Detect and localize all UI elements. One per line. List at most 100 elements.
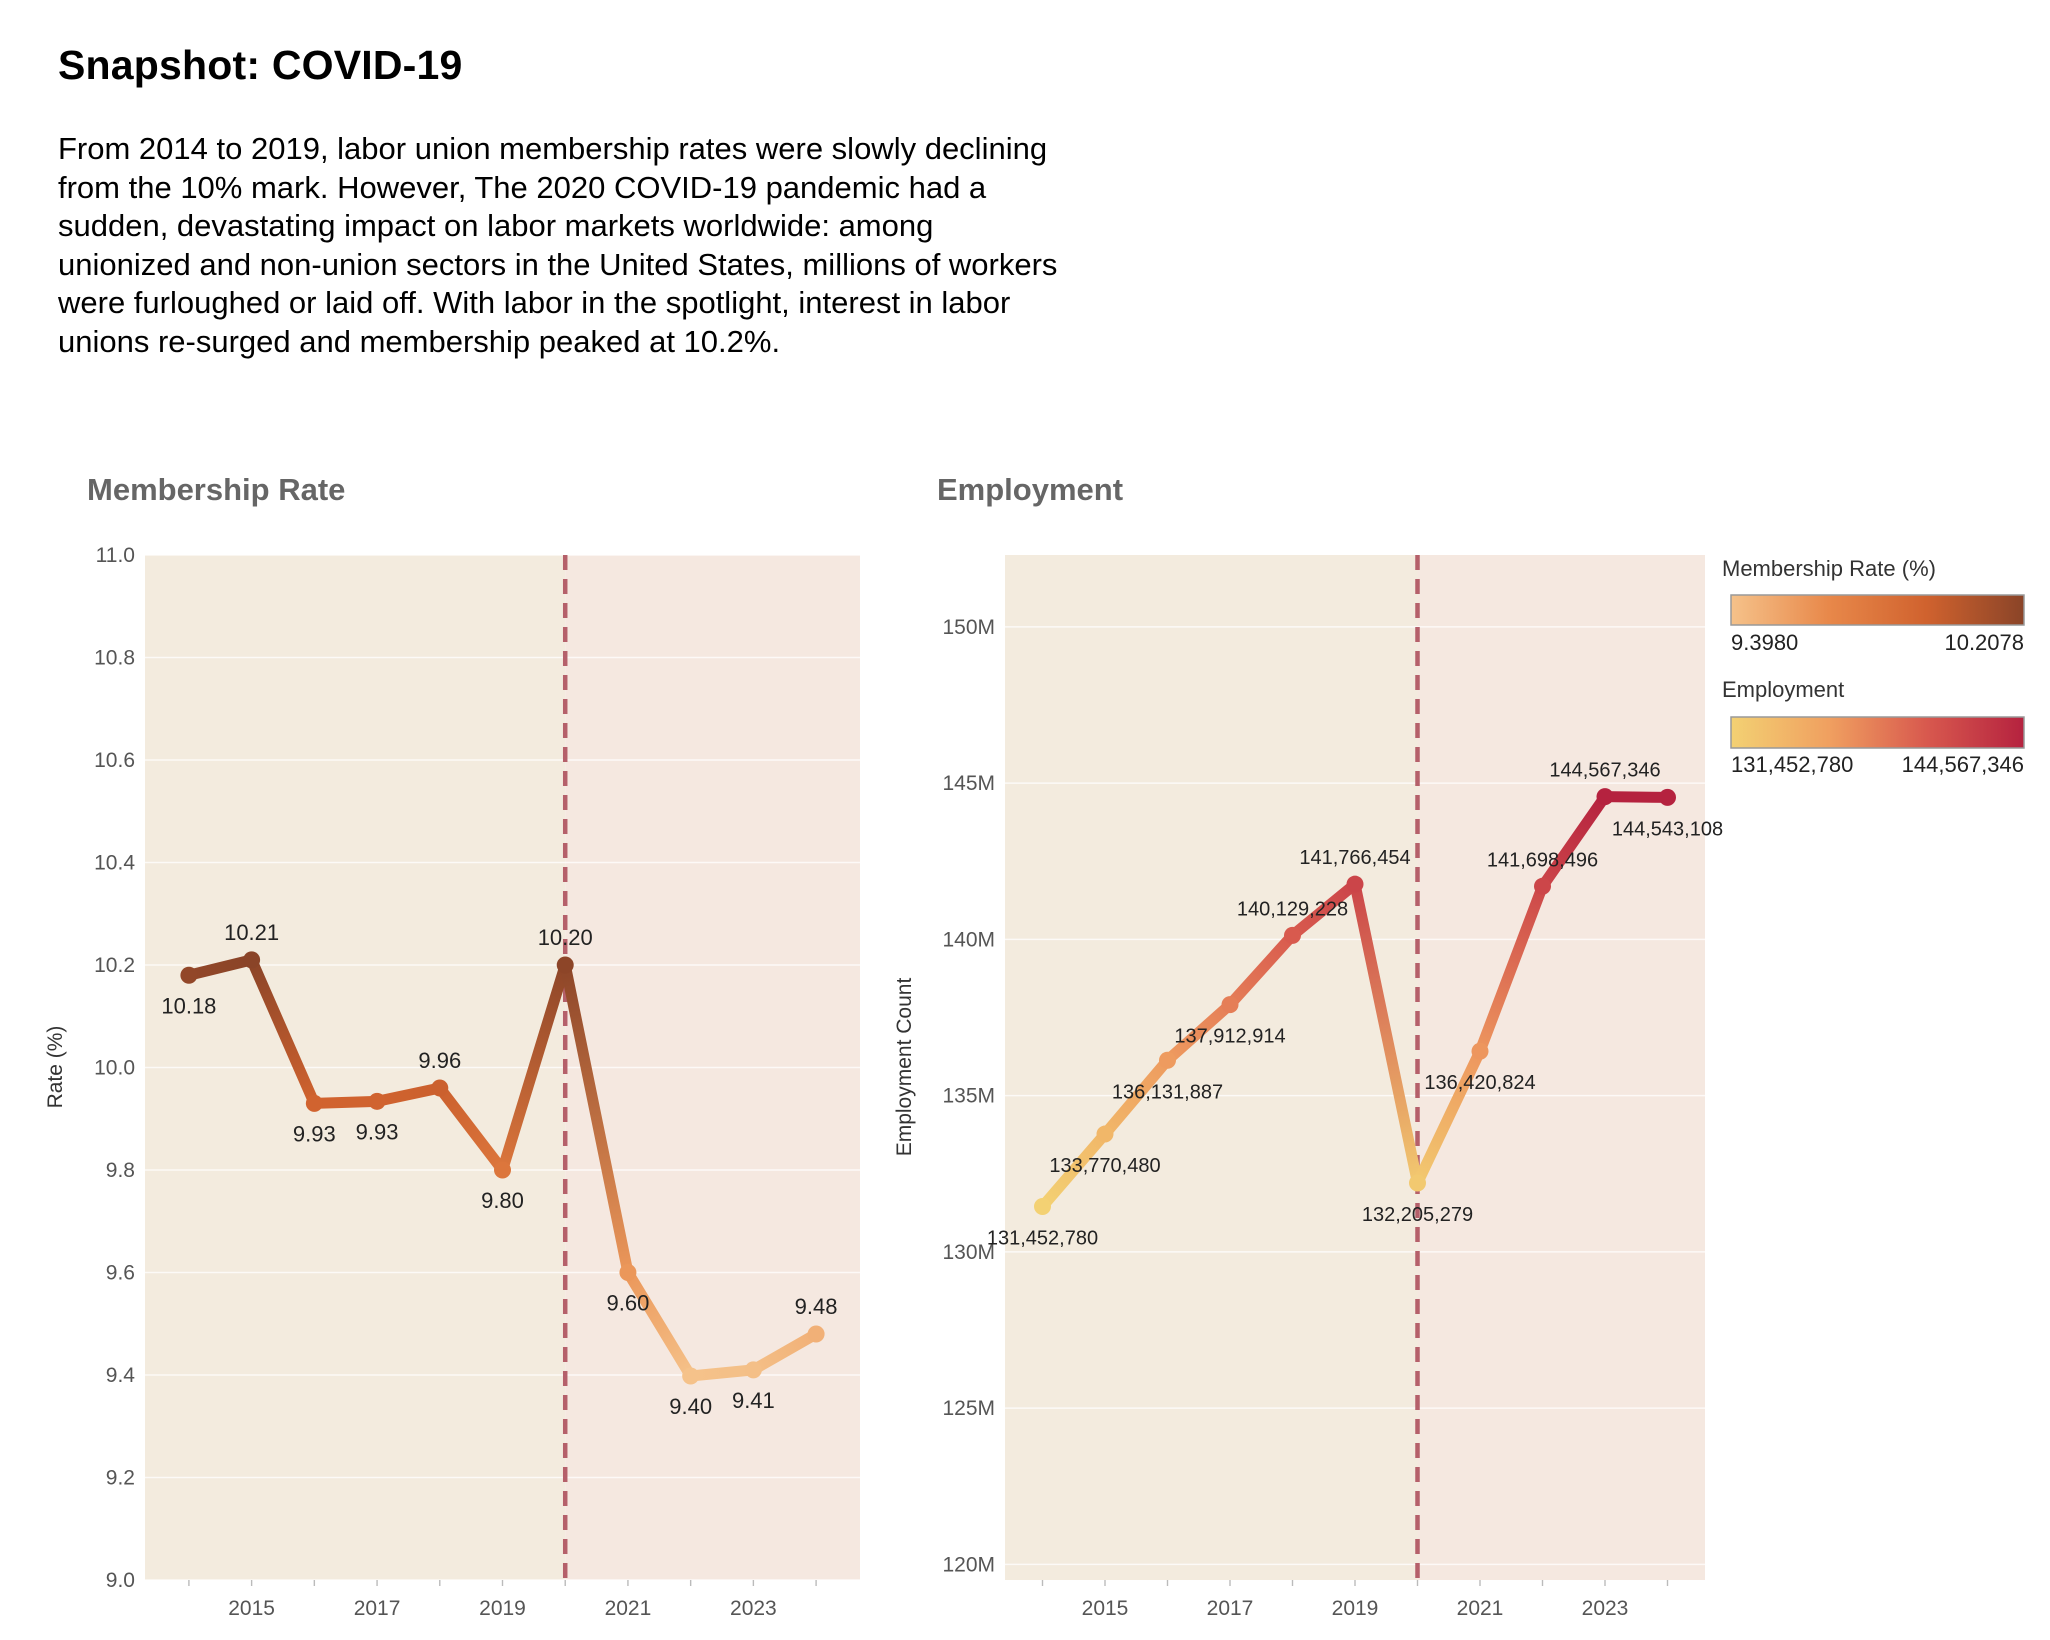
m-data-point[interactable]: [243, 951, 261, 969]
m-data-label: 9.48: [795, 1294, 838, 1319]
m-x-tick-label: 2021: [605, 1597, 652, 1620]
e-data-label: 137,912,914: [1174, 1026, 1285, 1048]
e-data-point[interactable]: [1409, 1174, 1426, 1192]
employment-data-labels: 131,452,780 133,770,480 136,131,887 137,912…: [987, 760, 1723, 1250]
m-y-tick-label: 11.0: [96, 544, 135, 567]
m-data-point[interactable]: [807, 1325, 825, 1343]
membership-legend-min: 9.3980: [1731, 630, 1798, 655]
m-data-point[interactable]: [368, 1092, 386, 1110]
legend: Membership Rate (%) 9.3980 10.2078 Emplo…: [1722, 556, 2025, 777]
e-data-label: 136,420,824: [1424, 1072, 1535, 1094]
m-y-tick-label: 9.0: [106, 1569, 135, 1592]
employment-legend-min: 131,452,780: [1731, 752, 1853, 777]
m-y-tick-label: 9.8: [106, 1159, 135, 1182]
membership-chart-title: Membership Rate: [87, 472, 345, 507]
employment-y-axis-title: Employment Count: [893, 978, 916, 1157]
m-line-segment: [371, 1082, 446, 1107]
e-data-point[interactable]: [1346, 875, 1364, 893]
employment-points: [1034, 788, 1676, 1215]
e-data-label: 144,567,346: [1549, 760, 1660, 782]
m-x-tick-label: 2017: [354, 1597, 401, 1620]
m-y-tick-label: 9.2: [106, 1467, 135, 1490]
employment-legend-title: Employment: [1722, 677, 1844, 702]
m-data-label: 9.96: [418, 1048, 461, 1073]
e-line-segment: [1474, 880, 1548, 1057]
m-data-point[interactable]: [619, 1264, 637, 1281]
e-data-point[interactable]: [1534, 877, 1551, 895]
e-data-label: 144,543,108: [1612, 818, 1723, 840]
membership-legend-title: Membership Rate (%): [1722, 556, 1936, 581]
membership-x-axis: 2015 2017 2019 2021 2023: [188, 1580, 817, 1620]
m-data-point[interactable]: [305, 1094, 323, 1112]
membership-chart: Membership Rate 9.09.29.49.69.810.010.21…: [44, 472, 860, 1620]
m-data-point[interactable]: [556, 956, 574, 974]
membership-y-axis: 9.0 9.2 9.4 9.6 9.8 10.0 10.2 10.4 10.6 10.8 11.0: [94, 544, 135, 1592]
e-line-segment: [1412, 1045, 1486, 1189]
e-y-tick-label: 125M: [942, 1397, 995, 1420]
m-line-segment: [622, 1267, 697, 1382]
e-y-tick-label: 130M: [942, 1241, 995, 1264]
membership-legend-max: 10.2078: [1944, 630, 2024, 655]
e-y-tick-label: 135M: [942, 1085, 995, 1108]
e-data-label: 133,770,480: [1049, 1155, 1160, 1177]
e-line-segment: [1537, 791, 1611, 892]
e-y-tick-label: 150M: [942, 616, 995, 639]
e-line-segment: [1037, 1128, 1111, 1212]
e-line-segment: [1349, 878, 1423, 1189]
e-x-tick-label: 2023: [1582, 1597, 1629, 1620]
m-y-tick-label: 10.2: [94, 954, 135, 977]
membership-line-series: [183, 954, 822, 1382]
e-line-segment: [1224, 929, 1298, 1011]
employment-y-axis: 120M 125M 130M 135M 140M 145M 150M: [942, 616, 995, 1577]
e-data-label: 136,131,887: [1112, 1081, 1223, 1103]
membership-y-axis-title: Rate (%): [44, 1026, 67, 1109]
m-data-label: 9.60: [607, 1291, 650, 1316]
e-data-point[interactable]: [1159, 1051, 1176, 1069]
m-data-point[interactable]: [431, 1079, 449, 1097]
m-line-segment: [183, 954, 258, 981]
e-data-point[interactable]: [1596, 788, 1614, 806]
e-line-segment: [1599, 791, 1673, 803]
m-line-segment: [747, 1328, 822, 1376]
e-data-label: 141,766,454: [1299, 847, 1410, 869]
e-data-point[interactable]: [1284, 926, 1301, 944]
m-data-point[interactable]: [682, 1367, 700, 1385]
employment-chart-title: Employment: [937, 472, 1123, 507]
e-y-tick-label: 145M: [942, 772, 995, 795]
e-data-point[interactable]: [1034, 1197, 1051, 1215]
m-data-point[interactable]: [180, 966, 198, 984]
m-line-segment: [685, 1364, 759, 1382]
e-line-segment: [1287, 878, 1361, 941]
employment-post-covid-area: [1417, 555, 1705, 1580]
m-y-tick-label: 10.4: [94, 852, 135, 875]
e-x-tick-label: 2017: [1207, 1597, 1254, 1620]
employment-legend-gradient: [1730, 716, 2025, 749]
m-line-segment: [559, 959, 634, 1278]
e-x-tick-label: 2021: [1457, 1597, 1504, 1620]
e-data-point[interactable]: [1221, 996, 1239, 1014]
membership-legend-gradient: [1730, 594, 2025, 626]
e-data-point[interactable]: [1659, 788, 1676, 806]
e-data-label: 132,205,279: [1362, 1204, 1473, 1226]
e-data-label: 141,698,496: [1487, 849, 1598, 871]
m-data-label: 9.93: [356, 1119, 399, 1144]
m-data-label: 10.18: [161, 993, 216, 1018]
e-data-point[interactable]: [1096, 1125, 1114, 1143]
employment-x-axis: 2015 2017 2019 2021 2023: [1041, 1580, 1669, 1620]
e-data-point[interactable]: [1471, 1042, 1489, 1060]
membership-gridlines: [145, 554, 860, 1581]
e-x-tick-label: 2019: [1332, 1597, 1379, 1620]
page-description: From 2014 to 2019, labor union membershi…: [58, 131, 1058, 359]
m-y-tick-label: 9.4: [106, 1364, 136, 1387]
m-y-tick-label: 9.6: [106, 1262, 135, 1285]
m-x-tick-label: 2019: [479, 1597, 526, 1620]
m-line-segment: [308, 1095, 383, 1109]
m-data-point[interactable]: [744, 1361, 762, 1379]
m-line-segment: [246, 954, 320, 1109]
membership-points: [180, 951, 825, 1385]
m-line-segment: [497, 959, 571, 1176]
m-x-tick-label: 2015: [228, 1597, 275, 1620]
employment-gridlines: [1005, 626, 1705, 1566]
e-y-tick-label: 140M: [942, 928, 995, 951]
m-data-point[interactable]: [494, 1161, 511, 1179]
